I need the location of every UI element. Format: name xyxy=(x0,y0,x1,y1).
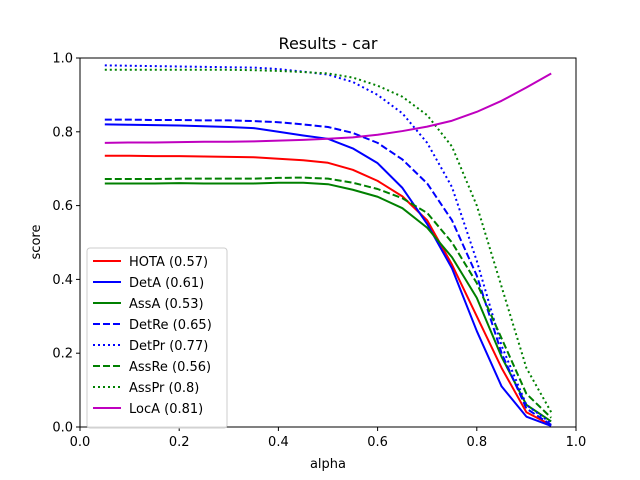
legend-label: AssA (0.53) xyxy=(129,297,204,312)
plot-frame xyxy=(79,57,577,428)
legend-label: AssPr (0.8) xyxy=(129,381,199,396)
series-line-2 xyxy=(104,181,552,423)
x-tick-label: 0.8 xyxy=(466,435,487,450)
y-axis-label: score xyxy=(29,225,44,260)
chart-title: Results - car xyxy=(279,34,378,53)
legend-label: DetRe (0.65) xyxy=(129,318,212,333)
series-line-0 xyxy=(104,154,552,427)
y-tick-label: 0.2 xyxy=(52,347,73,362)
x-axis-label: alpha xyxy=(310,457,346,472)
legend-box xyxy=(86,247,228,429)
legend-label: LocA (0.81) xyxy=(129,402,203,417)
y-tick-label: 0.0 xyxy=(52,421,73,436)
legend-label: HOTA (0.57) xyxy=(129,255,208,270)
y-tick-label: 0.6 xyxy=(52,199,73,214)
series-layer xyxy=(104,64,553,427)
y-tick-label: 0.4 xyxy=(52,273,73,288)
x-tick-label: 0.6 xyxy=(367,435,388,450)
ticks-layer: 0.0 0.2 0.4 0.6 0.8 1.0 0.0 0.2 0.4 0.6 0.8 1.0 xyxy=(52,52,586,451)
legend-label: AssRe (0.56) xyxy=(129,360,211,375)
y-tick-label: 1.0 xyxy=(52,52,73,67)
series-line-7 xyxy=(104,72,552,144)
x-tick-label: 1.0 xyxy=(566,435,587,450)
series-line-5 xyxy=(104,176,552,419)
legend: HOTA (0.57) DetA (0.61) AssA (0.53) DetRe (… xyxy=(86,247,228,429)
series-line-4 xyxy=(104,64,552,425)
y-tick-label: 0.8 xyxy=(52,125,73,140)
x-tick-label: 0.2 xyxy=(169,435,190,450)
legend-label: DetPr (0.77) xyxy=(129,339,208,354)
x-tick-label: 0.4 xyxy=(268,435,289,450)
legend-label: DetA (0.61) xyxy=(129,276,204,291)
series-line-6 xyxy=(104,68,553,413)
x-tick-label: 0.0 xyxy=(70,435,91,450)
series-line-3 xyxy=(104,118,552,426)
